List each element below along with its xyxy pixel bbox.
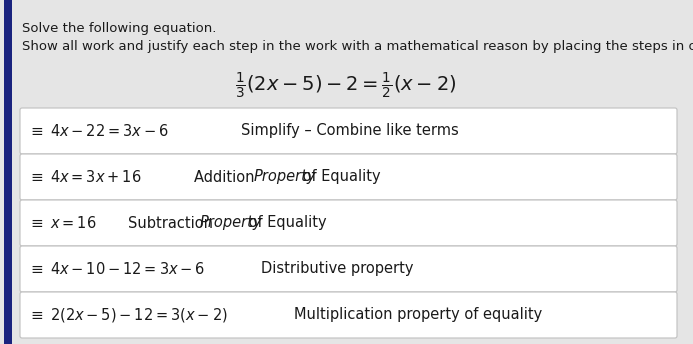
Text: Show all work and justify each step in the work with a mathematical reason by pl: Show all work and justify each step in t…: [22, 40, 693, 53]
FancyBboxPatch shape: [20, 200, 677, 246]
Text: $\equiv$: $\equiv$: [28, 215, 44, 230]
Text: $\equiv$: $\equiv$: [28, 308, 44, 323]
FancyBboxPatch shape: [20, 246, 677, 292]
Text: of Equality: of Equality: [298, 170, 380, 184]
FancyBboxPatch shape: [20, 154, 677, 200]
Text: $x=16$: $x=16$: [50, 215, 96, 231]
Bar: [4, 0, 12, 344]
Text: Distributive property: Distributive property: [261, 261, 414, 277]
Text: Multiplication property of equality: Multiplication property of equality: [294, 308, 542, 323]
Text: Solve the following equation.: Solve the following equation.: [22, 22, 216, 35]
Text: of Equality: of Equality: [244, 215, 326, 230]
Text: $\equiv$: $\equiv$: [28, 261, 44, 277]
Text: $2(2x-5)-12=3(x-2)$: $2(2x-5)-12=3(x-2)$: [50, 306, 228, 324]
Text: Property: Property: [200, 215, 263, 230]
Text: $\equiv$: $\equiv$: [28, 170, 44, 184]
Text: $4x-10-12=3x-6$: $4x-10-12=3x-6$: [50, 261, 205, 277]
Text: Property: Property: [254, 170, 317, 184]
FancyBboxPatch shape: [20, 108, 677, 154]
Text: Subtraction: Subtraction: [128, 215, 218, 230]
Text: $\equiv$: $\equiv$: [28, 123, 44, 139]
FancyBboxPatch shape: [20, 292, 677, 338]
Text: $\frac{1}{3}(2x-5)-2=\frac{1}{2}(x-2)$: $\frac{1}{3}(2x-5)-2=\frac{1}{2}(x-2)$: [235, 71, 457, 101]
Text: Simplify – Combine like terms: Simplify – Combine like terms: [241, 123, 459, 139]
Text: $4x=3x+16$: $4x=3x+16$: [50, 169, 141, 185]
Text: $4x-22=3x-6$: $4x-22=3x-6$: [50, 123, 169, 139]
Text: Addition: Addition: [194, 170, 259, 184]
